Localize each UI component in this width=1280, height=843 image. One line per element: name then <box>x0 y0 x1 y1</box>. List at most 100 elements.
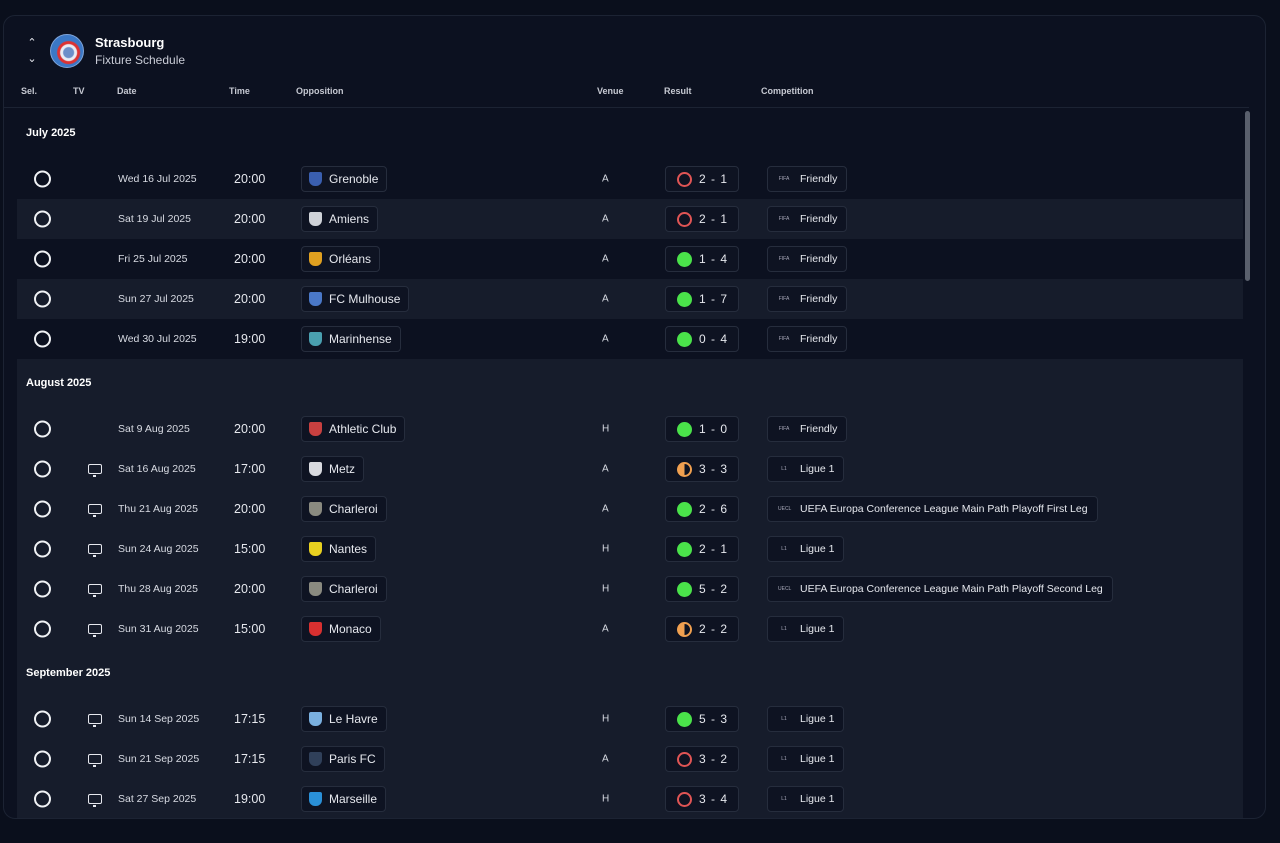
opposition-chip[interactable]: Paris FC <box>301 746 385 772</box>
fixture-row[interactable]: Sat 9 Aug 2025 20:00 Athletic Club H 1 - 0 FI… <box>17 409 1243 449</box>
col-competition[interactable]: Competition <box>761 86 814 96</box>
opposition-chip[interactable]: Marseille <box>301 786 387 812</box>
competition-chip[interactable]: L1 Ligue 1 <box>767 746 845 772</box>
select-radio[interactable] <box>34 620 51 638</box>
opposition-chip[interactable]: Athletic Club <box>301 416 406 442</box>
competition-chip[interactable]: UECL UEFA Europa Conference League Main P… <box>767 576 1113 602</box>
fixture-row[interactable]: Sun 24 Aug 2025 15:00 Nantes H 2 - 1 L1 Ligue … <box>17 529 1243 569</box>
competition-chip[interactable]: L1 Ligue 1 <box>767 536 845 562</box>
select-radio[interactable] <box>34 250 51 268</box>
opposition-chip[interactable]: FC Mulhouse <box>301 286 410 312</box>
opposition-chip[interactable]: Monaco <box>301 616 381 642</box>
loss-result-icon <box>677 791 692 807</box>
result-chip[interactable]: 2 - 6 <box>665 496 740 522</box>
opposition-chip[interactable]: Marinhense <box>301 326 401 352</box>
opposition-chip[interactable]: Nantes <box>301 536 377 562</box>
fixture-row[interactable]: Sun 27 Jul 2025 20:00 FC Mulhouse A 1 - 7 FIF… <box>17 279 1243 319</box>
month-header: August 2025 <box>26 377 92 389</box>
fixture-row[interactable]: Sat 16 Aug 2025 17:00 Metz A 3 - 3 L1 Ligue 1 <box>17 449 1243 489</box>
page-subtitle: Fixture Schedule <box>95 53 186 67</box>
select-radio[interactable] <box>34 210 51 228</box>
select-radio[interactable] <box>34 420 51 438</box>
opponent-crest-icon <box>309 712 322 726</box>
fixture-row[interactable]: Sat 27 Sep 2025 19:00 Marseille H 3 - 4 L1 Lig… <box>17 779 1243 818</box>
competition-chip[interactable]: UECL UEFA Europa Conference League Main P… <box>767 496 1098 522</box>
fixture-row[interactable]: Wed 16 Jul 2025 20:00 Grenoble A 2 - 1 FIFA Fr… <box>17 159 1243 199</box>
fixture-row[interactable]: Thu 21 Aug 2025 20:00 Charleroi A 2 - 6 UECL U… <box>17 489 1243 529</box>
scrollbar[interactable] <box>1245 111 1250 281</box>
result-chip[interactable]: 0 - 4 <box>665 326 740 352</box>
result-chip[interactable]: 2 - 1 <box>665 166 740 192</box>
competition-chip[interactable]: L1 Ligue 1 <box>767 456 845 482</box>
venue: A <box>602 753 609 765</box>
competition-chip[interactable]: L1 Ligue 1 <box>767 786 845 812</box>
opposition-chip[interactable]: Le Havre <box>301 706 387 732</box>
opposition-chip[interactable]: Amiens <box>301 206 379 232</box>
result-chip[interactable]: 5 - 2 <box>665 576 740 602</box>
result-chip[interactable]: 5 - 3 <box>665 706 740 732</box>
select-radio[interactable] <box>34 290 51 308</box>
fixture-row[interactable]: Wed 30 Jul 2025 19:00 Marinhense A 0 - 4 FIFA… <box>17 319 1243 359</box>
opponent-name: Le Havre <box>329 712 378 726</box>
result-chip[interactable]: 3 - 2 <box>665 746 740 772</box>
result-chip[interactable]: 1 - 0 <box>665 416 740 442</box>
fixture-row[interactable]: Sat 19 Jul 2025 20:00 Amiens A 2 - 1 FIFA Frie… <box>17 199 1243 239</box>
col-result[interactable]: Result <box>664 86 692 96</box>
result-chip[interactable]: 2 - 1 <box>665 536 740 562</box>
fixture-row[interactable]: Thu 28 Aug 2025 20:00 Charleroi H 5 - 2 UECL U… <box>17 569 1243 609</box>
result-score: 5 - 2 <box>699 582 729 596</box>
competition-chip[interactable]: FIFA Friendly <box>767 206 848 232</box>
fixture-row[interactable]: Sun 31 Aug 2025 15:00 Monaco A 2 - 2 L1 Ligue … <box>17 609 1243 649</box>
select-radio[interactable] <box>34 710 51 728</box>
competition-logo-icon: L1 <box>781 546 787 552</box>
result-chip[interactable]: 1 - 7 <box>665 286 740 312</box>
result-chip[interactable]: 1 - 4 <box>665 246 740 272</box>
opposition-chip[interactable]: Charleroi <box>301 496 387 522</box>
competition-chip[interactable]: FIFA Friendly <box>767 416 848 442</box>
competition-chip[interactable]: FIFA Friendly <box>767 286 848 312</box>
opposition-chip[interactable]: Charleroi <box>301 576 387 602</box>
opponent-name: Athletic Club <box>329 422 397 436</box>
col-sel[interactable]: Sel. <box>21 86 38 96</box>
opposition-chip[interactable]: Metz <box>301 456 365 482</box>
fixture-row[interactable]: Sun 14 Sep 2025 17:15 Le Havre H 5 - 3 L1 Ligu… <box>17 699 1243 739</box>
result-chip[interactable]: 3 - 4 <box>665 786 740 812</box>
select-radio[interactable] <box>34 460 51 478</box>
col-time[interactable]: Time <box>229 86 250 96</box>
collapse-toggle[interactable]: ⌃ ⌄ <box>24 35 40 67</box>
select-radio[interactable] <box>34 170 51 188</box>
competition-chip[interactable]: FIFA Friendly <box>767 326 848 352</box>
col-venue[interactable]: Venue <box>597 86 624 96</box>
opposition-chip[interactable]: Grenoble <box>301 166 388 192</box>
chevron-down-icon[interactable]: ⌄ <box>27 53 37 65</box>
select-radio[interactable] <box>34 750 51 768</box>
opposition-chip[interactable]: Orléans <box>301 246 381 272</box>
select-radio[interactable] <box>34 540 51 558</box>
fixture-time: 20:00 <box>234 212 266 226</box>
competition-chip[interactable]: FIFA Friendly <box>767 246 848 272</box>
opponent-crest-icon <box>309 292 322 306</box>
result-score: 1 - 4 <box>699 252 729 266</box>
fixture-row[interactable]: Sun 21 Sep 2025 17:15 Paris FC A 3 - 2 L1 Ligu… <box>17 739 1243 779</box>
fixture-row[interactable]: Fri 25 Jul 2025 20:00 Orléans A 1 - 4 FIFA Fri… <box>17 239 1243 279</box>
select-radio[interactable] <box>34 500 51 518</box>
col-date[interactable]: Date <box>117 86 137 96</box>
column-headers: Sel. TV Date Time Opposition Venue Resul… <box>4 86 1249 108</box>
competition-chip[interactable]: L1 Ligue 1 <box>767 706 845 732</box>
select-radio[interactable] <box>34 790 51 808</box>
competition-name: Friendly <box>800 333 838 345</box>
fixture-time: 20:00 <box>234 582 266 596</box>
chevron-up-icon[interactable]: ⌃ <box>27 37 37 49</box>
result-chip[interactable]: 2 - 2 <box>665 616 740 642</box>
opponent-crest-icon <box>309 462 322 476</box>
competition-chip[interactable]: FIFA Friendly <box>767 166 848 192</box>
competition-chip[interactable]: L1 Ligue 1 <box>767 616 845 642</box>
fixture-date: Sun 21 Sep 2025 <box>118 753 200 765</box>
select-radio[interactable] <box>34 580 51 598</box>
result-chip[interactable]: 3 - 3 <box>665 456 740 482</box>
fixture-date: Sun 31 Aug 2025 <box>118 623 199 635</box>
select-radio[interactable] <box>34 330 51 348</box>
col-tv[interactable]: TV <box>73 86 85 96</box>
col-opposition[interactable]: Opposition <box>296 86 344 96</box>
result-chip[interactable]: 2 - 1 <box>665 206 740 232</box>
